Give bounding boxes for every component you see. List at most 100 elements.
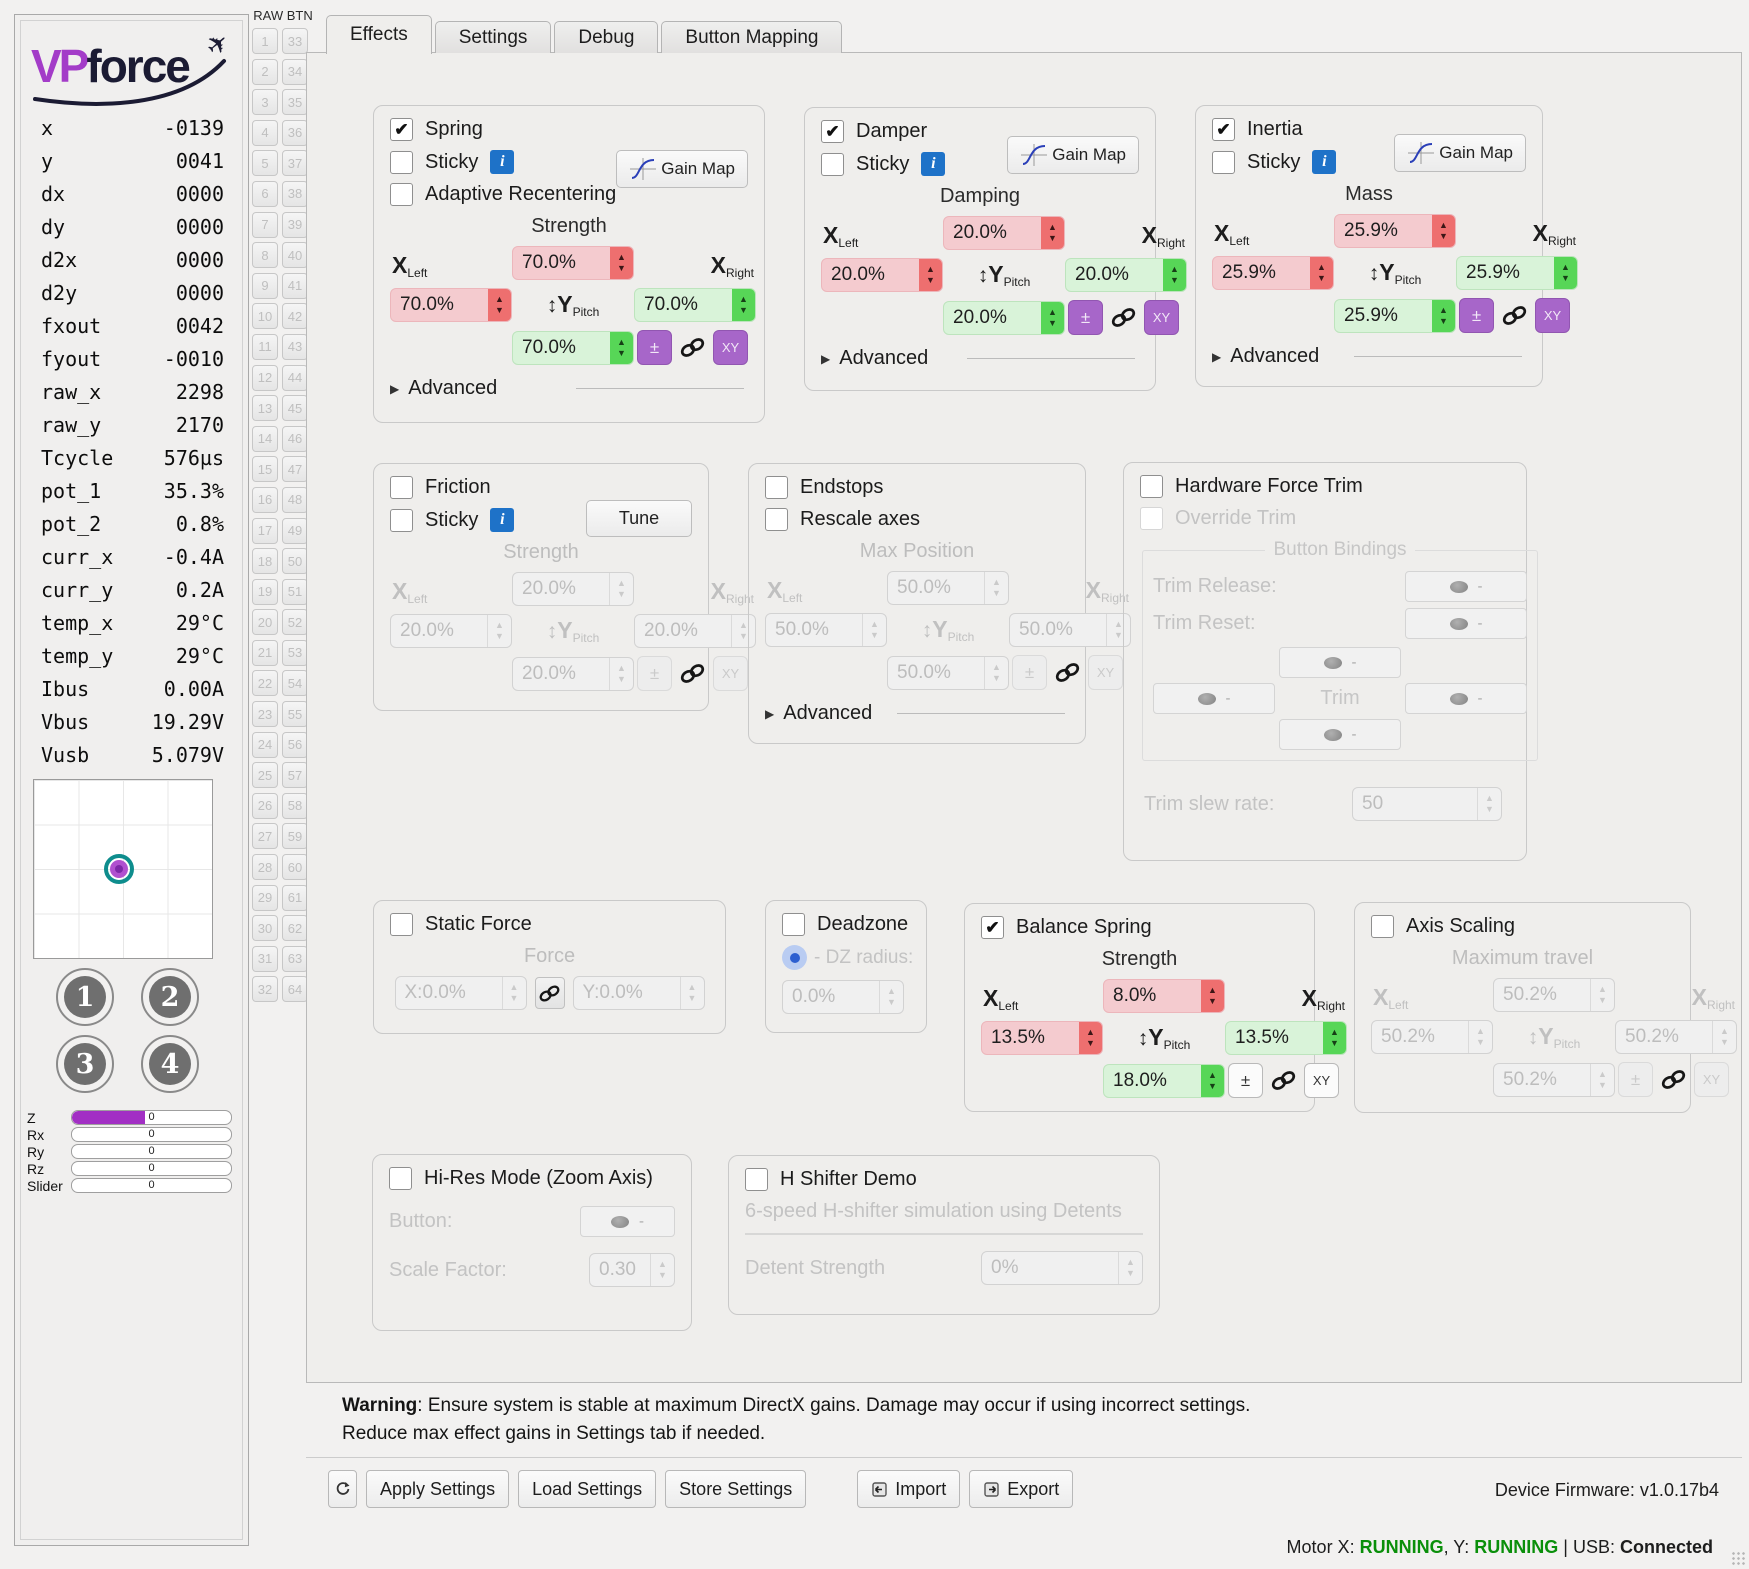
damper-sticky-checkbox[interactable]: Sticky i [821, 152, 1139, 176]
rescale-axes-checkbox[interactable]: Rescale axes [765, 508, 1069, 531]
spinner-arrows[interactable]: ▲ ▼ [1712, 1021, 1736, 1053]
h-shifter-checkbox[interactable]: H Shifter Demo [745, 1168, 1143, 1191]
spinner-arrows[interactable]: ▲ ▼ [1041, 217, 1064, 249]
axis-scaling-checkbox[interactable]: Axis Scaling [1371, 915, 1674, 938]
plusminus-button[interactable]: ± [1012, 655, 1047, 690]
raw-button-49[interactable]: 49 [282, 517, 308, 544]
raw-button-29[interactable]: 29 [252, 884, 278, 911]
spin-down-icon[interactable]: ▼ [617, 589, 626, 599]
checkbox-box[interactable] [765, 508, 788, 531]
checkbox-box[interactable]: ✔ [390, 118, 413, 141]
static-force-checkbox[interactable]: Static Force [390, 913, 709, 936]
xy-link-button[interactable]: XY [1535, 298, 1570, 333]
spinbox[interactable]: 0.30 ▲ ▼ [589, 1253, 675, 1287]
spin-up-icon[interactable]: ▲ [658, 1259, 667, 1269]
advanced-toggle[interactable]: ▶ Advanced [1212, 345, 1526, 368]
spinner-arrows[interactable]: ▲ ▼ [1554, 257, 1577, 289]
spin-up-icon[interactable]: ▲ [887, 986, 896, 996]
spinbox[interactable]: Y:0.0% ▲ ▼ [572, 976, 705, 1010]
spinner-arrows[interactable]: ▲ ▼ [919, 259, 942, 291]
spin-down-icon[interactable]: ▼ [739, 305, 748, 315]
xy-link-button[interactable]: XY [1694, 1062, 1729, 1097]
checkbox-box[interactable] [390, 508, 413, 532]
raw-button-35[interactable]: 35 [282, 89, 308, 116]
spin-up-icon[interactable]: ▲ [1439, 304, 1448, 315]
raw-button-47[interactable]: 47 [282, 456, 308, 483]
spinbox[interactable]: 8.0% ▲ ▼ [1103, 979, 1225, 1013]
link-axes-button[interactable] [534, 977, 565, 1009]
info-icon[interactable]: i [490, 508, 515, 532]
raw-button-4[interactable]: 4 [252, 119, 278, 146]
raw-button-50[interactable]: 50 [282, 548, 308, 575]
raw-button-39[interactable]: 39 [282, 211, 308, 238]
spinner-arrows[interactable]: ▲ ▼ [1041, 301, 1064, 334]
spin-up-icon[interactable]: ▲ [992, 577, 1001, 587]
checkbox-box[interactable] [390, 476, 413, 499]
spin-up-icon[interactable]: ▲ [617, 662, 626, 673]
spring-checkbox[interactable]: ✔ Spring [390, 118, 748, 141]
raw-button-52[interactable]: 52 [282, 609, 308, 636]
xy-link-button[interactable]: XY [1088, 655, 1123, 690]
raw-button-44[interactable]: 44 [282, 364, 308, 391]
hardware-force-trim-checkbox[interactable]: Hardware Force Trim [1140, 475, 1510, 498]
spinner-arrows[interactable]: ▲ ▼ [609, 657, 633, 690]
plusminus-button[interactable]: ± [1618, 1062, 1653, 1097]
raw-button-41[interactable]: 41 [282, 272, 308, 299]
xy-link-button[interactable]: XY [1304, 1063, 1339, 1098]
raw-button-22[interactable]: 22 [252, 670, 278, 697]
spinner-arrows[interactable]: ▲ ▼ [984, 656, 1008, 689]
spinbox[interactable]: 20.0% ▲ ▼ [634, 614, 756, 648]
raw-button-10[interactable]: 10 [252, 303, 278, 330]
spring-sticky-checkbox[interactable]: Sticky i [390, 150, 748, 174]
spinbox[interactable]: 70.0% ▲ ▼ [512, 330, 634, 365]
advanced-toggle[interactable]: ▶ Advanced [765, 702, 1069, 725]
raw-button-57[interactable]: 57 [282, 762, 308, 789]
spinner-arrows[interactable]: ▲ ▼ [1201, 1064, 1224, 1097]
spin-down-icon[interactable]: ▼ [617, 673, 626, 684]
spin-up-icon[interactable]: ▲ [1720, 1026, 1729, 1036]
spin-down-icon[interactable]: ▼ [1086, 1038, 1095, 1048]
spinbox[interactable]: 13.5% ▲ ▼ [981, 1021, 1103, 1055]
raw-button-18[interactable]: 18 [252, 548, 278, 575]
spinner-arrows[interactable]: ▲ ▼ [610, 247, 633, 279]
raw-button-7[interactable]: 7 [252, 211, 278, 238]
override-trim-checkbox[interactable]: Override Trim [1140, 507, 1510, 530]
spinbox[interactable]: 13.5% ▲ ▼ [1225, 1021, 1347, 1055]
spin-up-icon[interactable]: ▲ [509, 982, 519, 992]
spinbox[interactable]: 20.0% ▲ ▼ [821, 258, 943, 292]
raw-button-46[interactable]: 46 [282, 425, 308, 452]
raw-button-2[interactable]: 2 [252, 58, 278, 85]
raw-button-63[interactable]: 63 [282, 945, 308, 972]
spinbox[interactable]: 20.0% ▲ ▼ [1065, 258, 1187, 292]
xy-link-button[interactable]: XY [713, 656, 748, 691]
trim-reset-binding-button[interactable]: - [1405, 608, 1527, 639]
trim-down-binding-button[interactable]: - [1279, 719, 1401, 750]
raw-button-55[interactable]: 55 [282, 701, 308, 728]
spinbox[interactable]: 70.0% ▲ ▼ [390, 288, 512, 322]
spin-down-icon[interactable]: ▼ [1598, 1079, 1607, 1090]
spinbox[interactable]: 50.2% ▲ ▼ [1493, 978, 1615, 1012]
trim-right-binding-button[interactable]: - [1405, 683, 1527, 714]
spinbox[interactable]: 0% ▲ ▼ [981, 1251, 1143, 1285]
hires-mode-checkbox[interactable]: Hi-Res Mode (Zoom Axis) [389, 1167, 675, 1190]
spin-up-icon[interactable]: ▲ [1208, 985, 1217, 995]
spinbox[interactable]: 50.0% ▲ ▼ [1009, 613, 1131, 647]
tab-debug[interactable]: Debug [554, 21, 659, 53]
spin-up-icon[interactable]: ▲ [1126, 1257, 1135, 1267]
raw-button-9[interactable]: 9 [252, 272, 278, 299]
link-axes-icon[interactable] [1270, 1070, 1297, 1091]
trim-up-binding-button[interactable]: - [1279, 647, 1401, 678]
spin-up-icon[interactable]: ▲ [1598, 1068, 1607, 1079]
spinner-arrows[interactable]: ▲ ▼ [679, 977, 704, 1009]
raw-button-33[interactable]: 33 [282, 28, 308, 54]
spinner-arrows[interactable]: ▲ ▼ [488, 289, 511, 321]
plusminus-button[interactable]: ± [637, 656, 672, 691]
endstops-checkbox[interactable]: Endstops [765, 476, 1069, 499]
plusminus-button[interactable]: ± [1068, 300, 1103, 335]
spinbox[interactable]: 70.0% ▲ ▼ [634, 288, 756, 322]
checkbox-box[interactable] [390, 183, 413, 206]
spinner-arrows[interactable]: ▲ ▼ [487, 615, 511, 647]
spin-up-icon[interactable]: ▲ [1114, 619, 1123, 629]
spinbox[interactable]: 50 ▲ ▼ [1352, 787, 1502, 821]
checkbox-box[interactable] [389, 1167, 412, 1190]
